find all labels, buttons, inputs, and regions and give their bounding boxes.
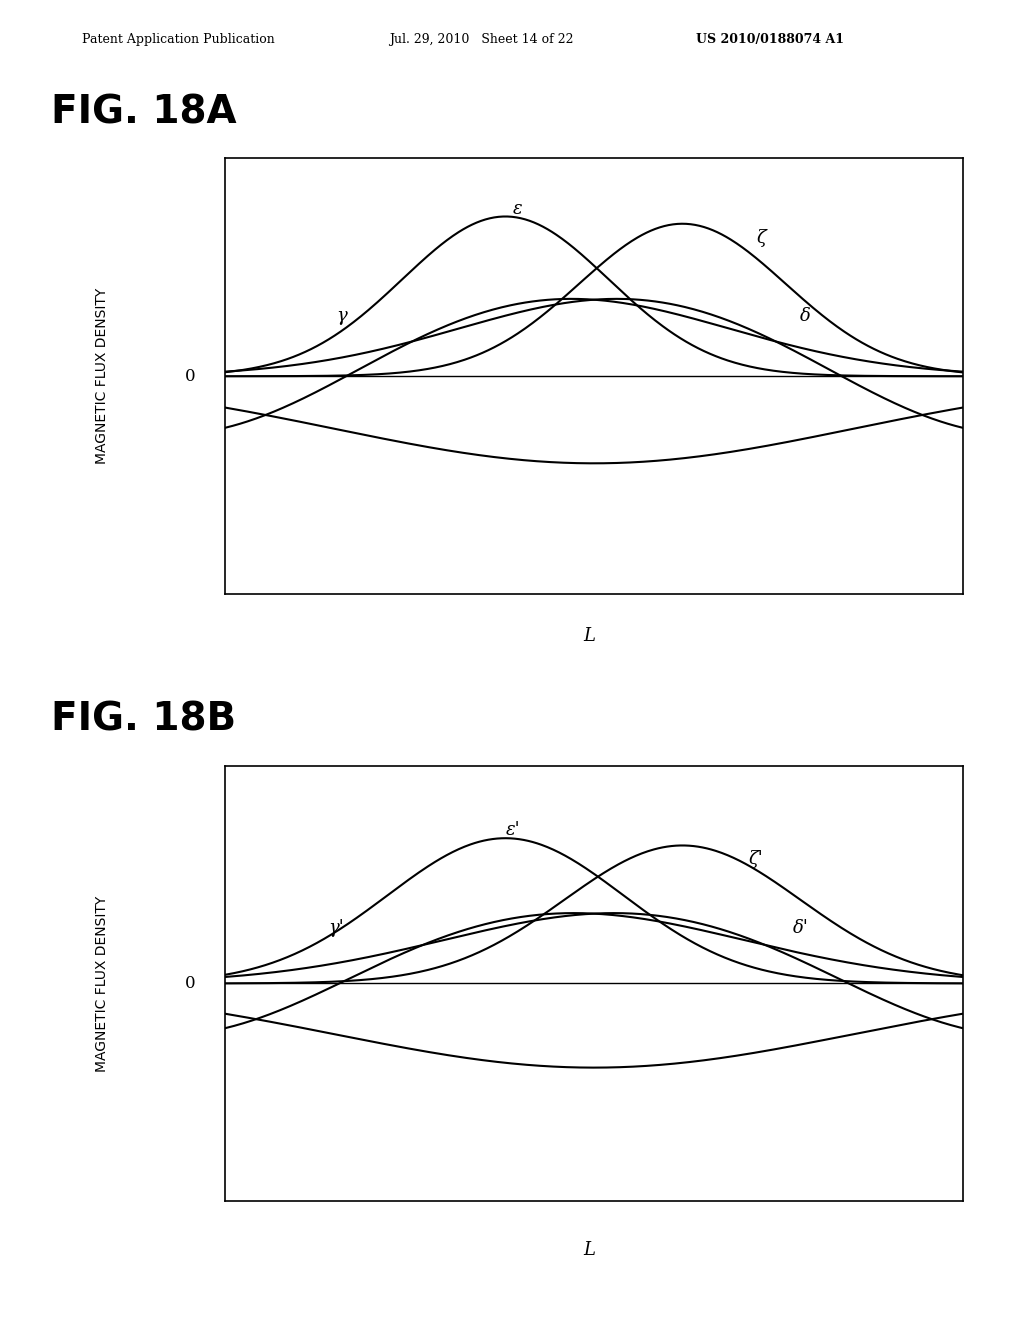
- Text: FIG. 18B: FIG. 18B: [51, 701, 237, 738]
- Text: FIG. 18A: FIG. 18A: [51, 94, 237, 131]
- Text: δ': δ': [793, 919, 809, 937]
- Text: ζ: ζ: [756, 228, 766, 247]
- Text: US 2010/0188074 A1: US 2010/0188074 A1: [696, 33, 845, 46]
- Text: δ: δ: [801, 308, 811, 325]
- Text: ζ': ζ': [749, 850, 764, 869]
- Text: MAGNETIC FLUX DENSITY: MAGNETIC FLUX DENSITY: [95, 895, 110, 1072]
- Text: 0: 0: [185, 975, 196, 991]
- Text: γ': γ': [329, 919, 344, 937]
- Text: ε': ε': [506, 821, 520, 840]
- Text: Jul. 29, 2010   Sheet 14 of 22: Jul. 29, 2010 Sheet 14 of 22: [389, 33, 573, 46]
- Text: Patent Application Publication: Patent Application Publication: [82, 33, 274, 46]
- Text: ε: ε: [513, 199, 522, 218]
- Text: 0: 0: [185, 368, 196, 384]
- Text: MAGNETIC FLUX DENSITY: MAGNETIC FLUX DENSITY: [95, 288, 110, 465]
- Text: L: L: [583, 627, 595, 645]
- Text: γ: γ: [336, 308, 346, 325]
- Text: L: L: [583, 1241, 595, 1259]
